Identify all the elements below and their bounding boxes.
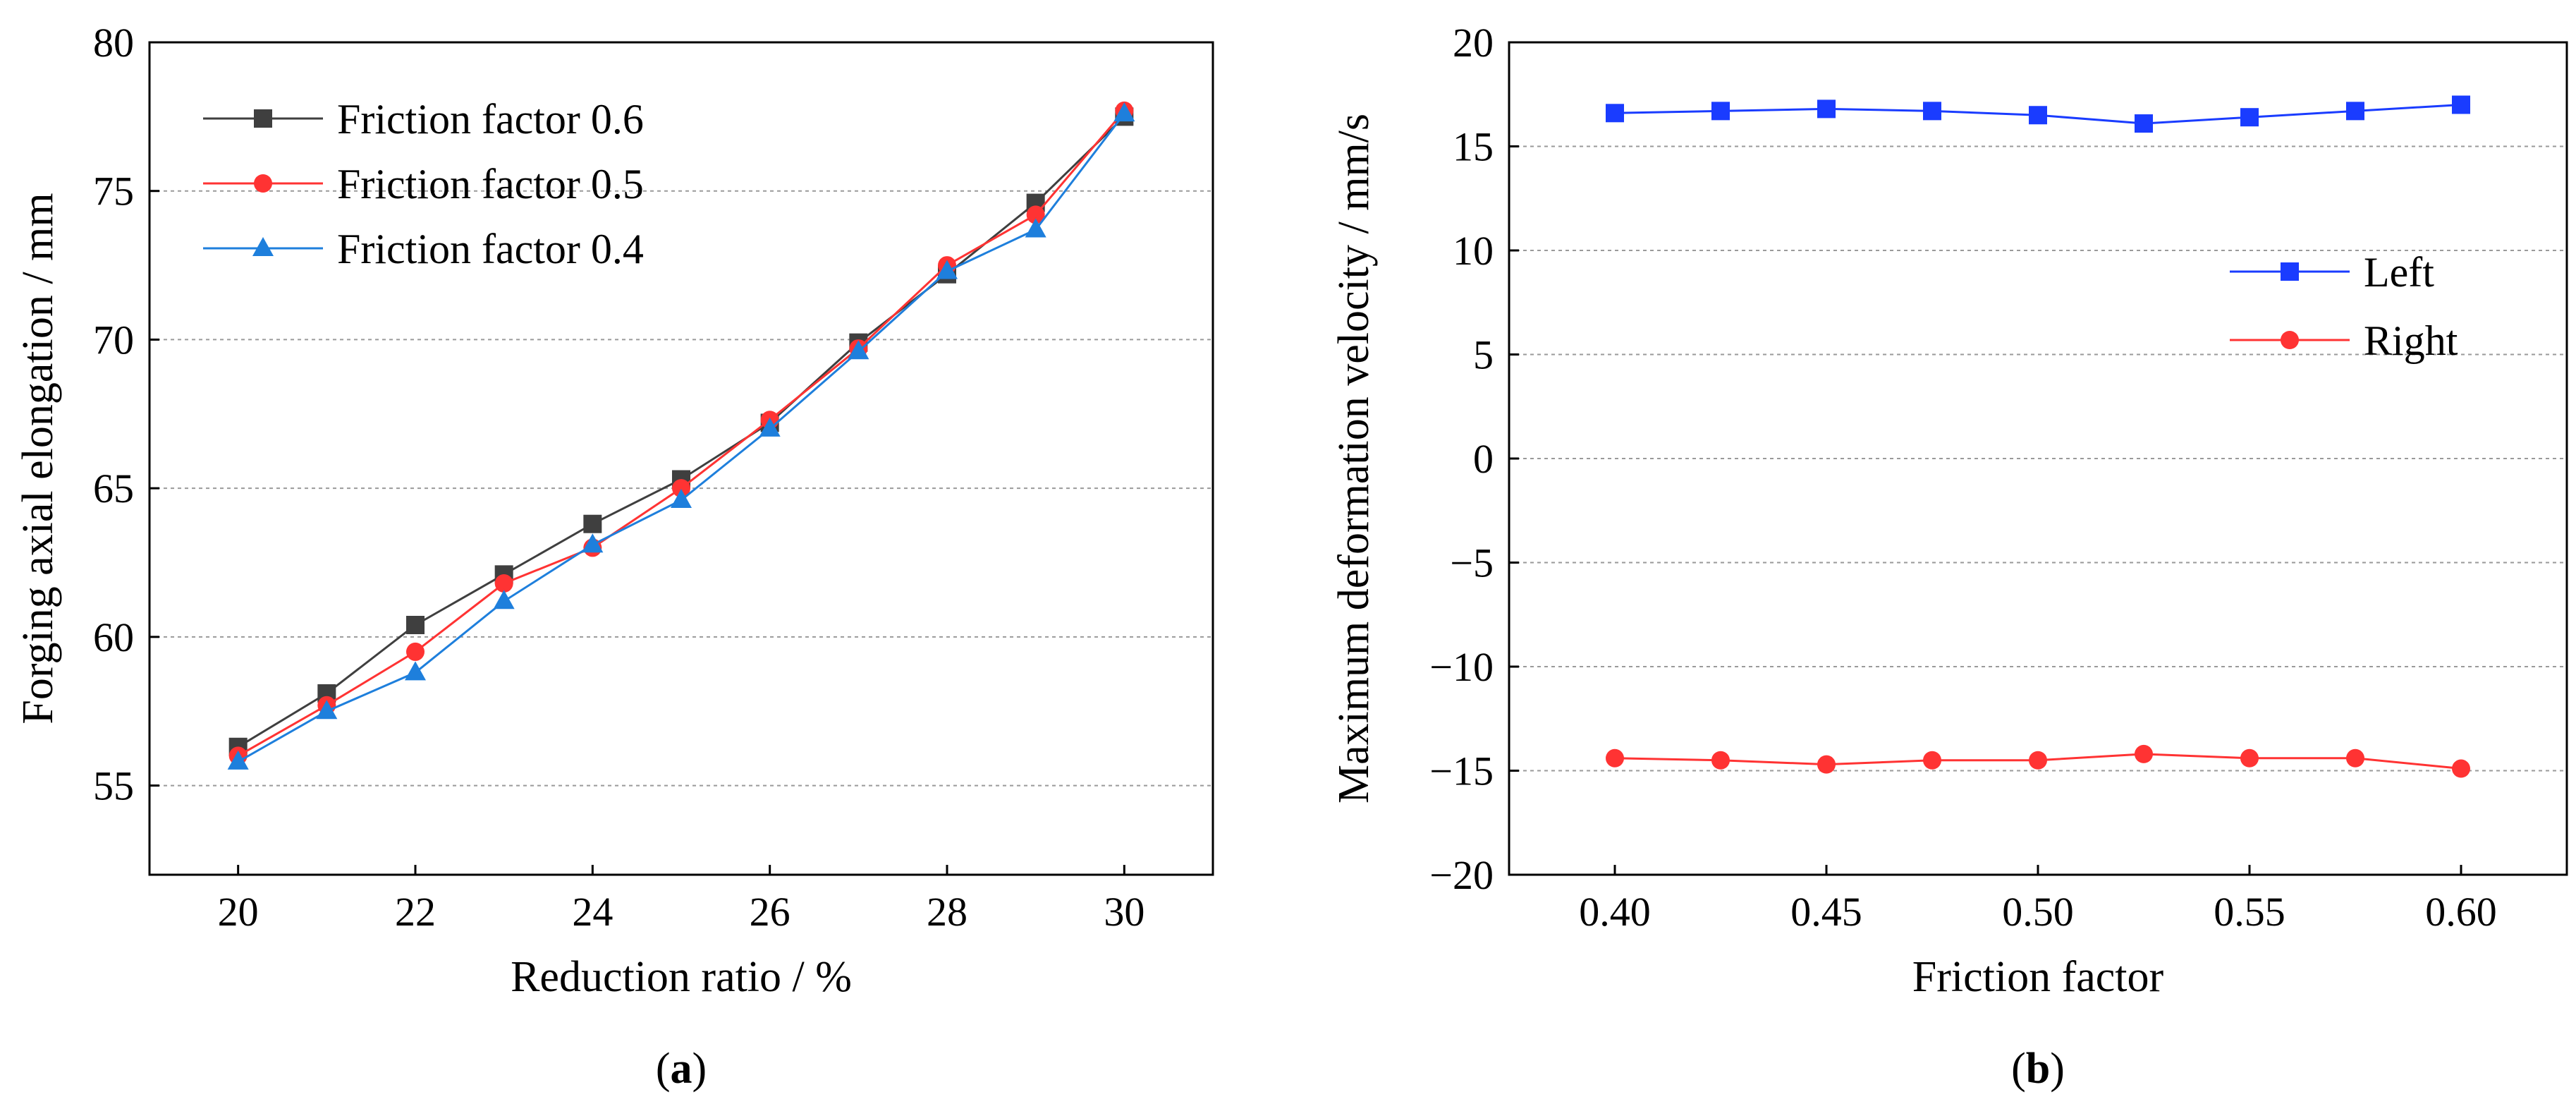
b-series-1-point: [2240, 748, 2259, 768]
panel-a-x-ticks: 20 22 24 26 28 30: [218, 865, 1144, 935]
b-series-1-point: [1923, 751, 1941, 770]
panel-b-label-open: (: [2011, 1045, 2026, 1093]
panel-b-y-axis-title: Maximum deformation velocity / mm/s: [1330, 114, 1378, 803]
a-y-tick-label: 80: [93, 20, 134, 66]
b-series-1-point: [1711, 751, 1730, 770]
a-series-2-line: [237, 113, 1125, 763]
a-series-1-point: [1026, 205, 1045, 224]
b-x-tick-label: 0.55: [2214, 889, 2285, 935]
b-legend-label-0: Left: [2364, 249, 2434, 296]
a-series-2-point: [493, 590, 515, 609]
panel-a-legend: Friction factor 0.6 Friction factor 0.5 Fr…: [203, 96, 644, 272]
panel-a-chart: 55 60 65 70 75 80 20 22 24 26 28 30 Friction facto…: [14, 20, 1214, 1093]
a-series-2-point: [759, 417, 781, 437]
panel-a-plot-frame: [148, 41, 1214, 876]
b-y-tick-label: 10: [1453, 228, 1494, 274]
a-y-tick-label: 70: [93, 317, 134, 363]
panel-a-label-open: (: [656, 1045, 671, 1093]
a-series-2-point: [582, 533, 604, 553]
a-series-1-point: [672, 479, 690, 498]
b-y-tick-label: −20: [1429, 852, 1494, 898]
b-series-1-point: [2452, 759, 2470, 778]
b-series-1-point: [1817, 755, 1836, 774]
b-legend-marker-0: [2281, 262, 2299, 281]
b-series-0-point: [1923, 102, 1941, 121]
panel-b-series: [1606, 95, 2470, 778]
b-x-tick-label: 0.50: [2002, 889, 2074, 935]
a-series-2-point: [316, 700, 338, 720]
a-series-1-point: [494, 574, 513, 593]
panel-a-label-close: ): [692, 1045, 707, 1093]
b-y-tick-label: 20: [1453, 20, 1494, 66]
panel-b-chart: −20 −15 −10 −5 0 5 10 15 20 0.40 0.45 0.50 0.55 0.60…: [1330, 20, 2568, 1093]
panel-b-label-close: ): [2050, 1045, 2065, 1093]
b-series-0-point: [2452, 95, 2470, 114]
a-x-tick-label: 20: [218, 889, 259, 935]
panel-a-x-axis-title: Reduction ratio / %: [511, 953, 852, 1001]
a-series-2-point: [405, 661, 426, 681]
b-x-tick-label: 0.60: [2425, 889, 2497, 935]
b-series-1-point: [1606, 748, 1624, 768]
a-x-tick-label: 26: [750, 889, 790, 935]
b-series-0-point: [1606, 104, 1624, 123]
b-series-0-point: [2240, 108, 2259, 127]
a-series-1-point: [406, 642, 425, 661]
panel-b-label-letter: b: [2026, 1045, 2050, 1093]
b-y-tick-label: −10: [1429, 644, 1494, 690]
panel-a-y-ticks: 55 60 65 70 75 80: [93, 20, 159, 809]
panel-a-label-letter: a: [671, 1045, 692, 1093]
a-legend-marker-1: [254, 174, 272, 193]
panel-b-legend: Left Right: [2230, 249, 2458, 364]
a-legend-label-0: Friction factor 0.6: [337, 96, 644, 142]
b-x-tick-label: 0.45: [1790, 889, 1862, 935]
panel-b-label: (b): [2011, 1045, 2065, 1093]
b-y-tick-label: −5: [1450, 540, 1494, 586]
a-series-2-point: [671, 489, 692, 508]
b-series-1-point: [2346, 748, 2364, 768]
a-series-0-line: [237, 116, 1125, 748]
a-y-tick-label: 65: [93, 466, 134, 511]
a-legend-label-2: Friction factor 0.4: [337, 226, 644, 272]
panel-a-label: (a): [656, 1045, 707, 1093]
a-series-2-point: [1113, 102, 1135, 122]
b-y-tick-label: 5: [1473, 332, 1494, 378]
b-legend-marker-1: [2281, 331, 2299, 349]
panel-b-x-axis-title: Friction factor: [1912, 953, 2164, 1001]
panel-b-y-ticks: −20 −15 −10 −5 0 5 10 15 20: [1429, 20, 1519, 898]
panel-a-series: [227, 101, 1135, 770]
a-x-tick-label: 30: [1104, 889, 1144, 935]
b-series-0-point: [1711, 102, 1730, 121]
b-series-0-point: [2029, 106, 2047, 125]
b-y-tick-label: 0: [1473, 436, 1494, 482]
a-x-tick-label: 24: [572, 889, 613, 935]
a-legend-label-1: Friction factor 0.5: [337, 161, 644, 207]
a-series-0-point: [406, 616, 425, 634]
b-series-1-point: [2029, 751, 2047, 770]
a-series-2-point: [1025, 218, 1046, 238]
a-x-tick-label: 28: [927, 889, 967, 935]
a-series-2-point: [227, 750, 249, 770]
b-legend-label-1: Right: [2364, 317, 2458, 364]
a-series-2-point: [936, 260, 958, 279]
a-legend-marker-2: [252, 237, 274, 256]
a-y-tick-label: 75: [93, 169, 134, 214]
b-y-tick-label: 15: [1453, 124, 1494, 170]
a-series-2-point: [848, 340, 869, 360]
panel-b-x-ticks: 0.40 0.45 0.50 0.55 0.60: [1579, 865, 2497, 935]
a-y-tick-label: 55: [93, 763, 134, 809]
panel-b-grid: [1509, 145, 2567, 772]
a-legend-marker-0: [254, 109, 272, 128]
b-x-tick-label: 0.40: [1579, 889, 1651, 935]
a-series-0-point: [583, 514, 602, 533]
a-x-tick-label: 22: [395, 889, 436, 935]
a-y-tick-label: 60: [93, 614, 134, 660]
b-series-0-point: [1817, 99, 1836, 119]
b-y-tick-label: −15: [1429, 748, 1494, 794]
b-series-0-point: [2346, 102, 2364, 121]
b-series-1-point: [2135, 744, 2153, 763]
panel-a-y-axis-title: Forging axial elongation / mm: [14, 193, 62, 724]
b-series-0-point: [2135, 114, 2153, 133]
